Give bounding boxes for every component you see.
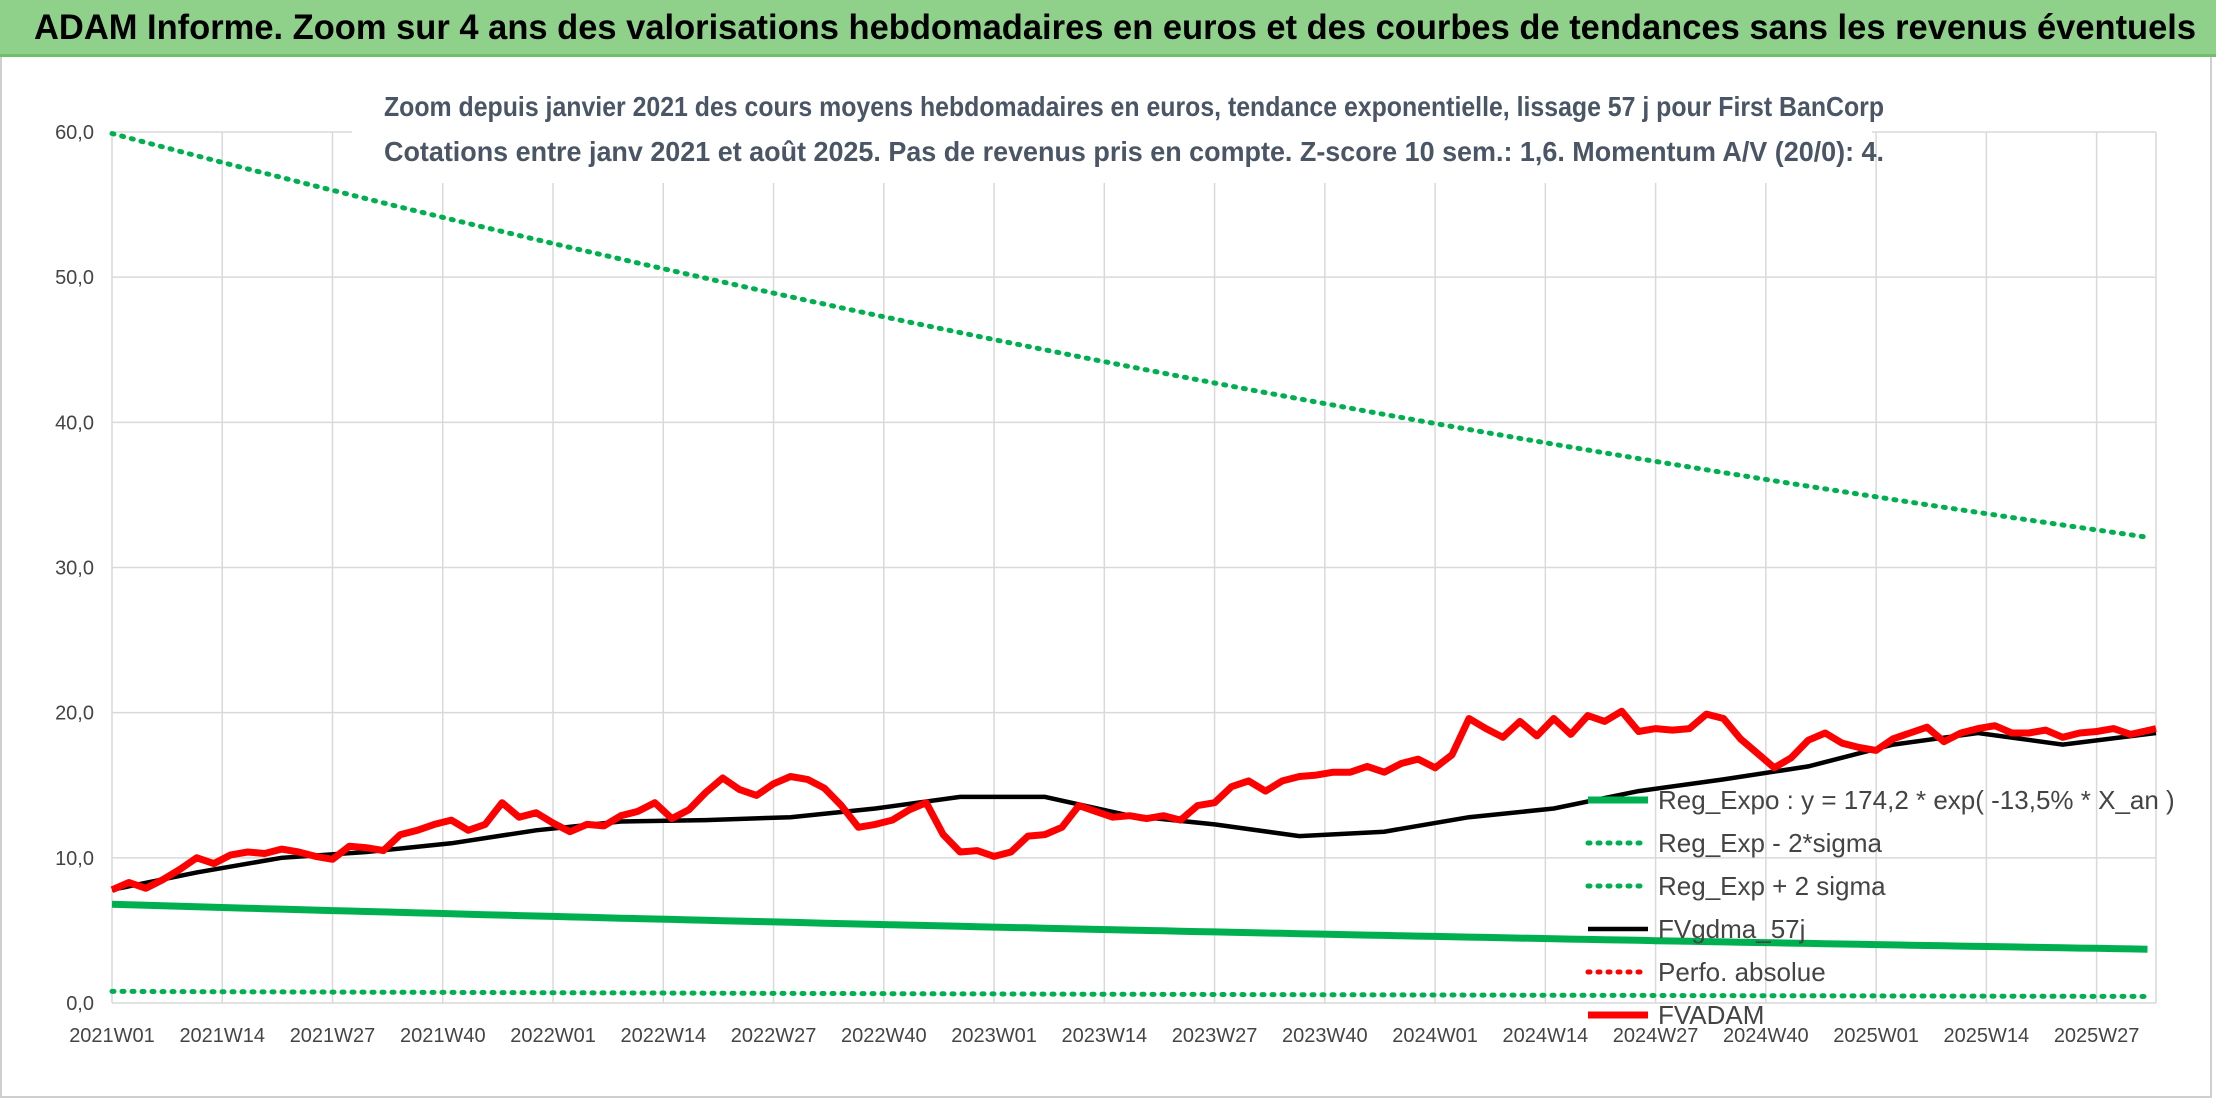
legend-label: FVADAM — [1658, 1000, 1764, 1030]
legend-label: Reg_Exp + 2 sigma — [1658, 871, 1886, 901]
y-tick-label: 50,0 — [55, 267, 94, 289]
y-tick-label: 30,0 — [55, 558, 94, 580]
x-tick-label: 2023W14 — [1062, 1025, 1148, 1047]
x-tick-label: 2024W14 — [1503, 1025, 1589, 1047]
x-tick-label: 2024W01 — [1392, 1025, 1478, 1047]
series-line-reg-exp-2-sigma — [109, 988, 2150, 999]
y-tick-label: 40,0 — [55, 412, 94, 434]
x-tick-label: 2022W40 — [841, 1025, 927, 1047]
x-tick-label: 2025W27 — [2054, 1025, 2140, 1047]
legend-label: Reg_Expo : y = 174,2 * exp( -13,5% * X_a… — [1658, 785, 2175, 815]
x-tick-label: 2024W40 — [1723, 1025, 1809, 1047]
x-tick-label: 2025W01 — [1833, 1025, 1919, 1047]
line-chart: 0,0 10,0 20,0 30,0 40,0 50,0 60,0 2021W01 2021W1… — [55, 83, 2175, 1047]
x-tick-label: 2022W27 — [731, 1025, 817, 1047]
y-tick-label: 20,0 — [55, 703, 94, 725]
x-tick-label: 2023W27 — [1172, 1025, 1258, 1047]
x-tick-label: 2022W01 — [510, 1025, 596, 1047]
x-tick-label: 2021W01 — [69, 1025, 155, 1047]
report-banner: ADAM Informe. Zoom sur 4 ans des valoris… — [0, 0, 2216, 57]
y-tick-label: 60,0 — [55, 122, 94, 144]
legend-label: FVgdma_57j — [1658, 914, 1805, 944]
series-line-reg-exp-2-sigma — [109, 131, 2150, 540]
legend-label: Perfo. absolue — [1658, 957, 1826, 987]
legend-label: Reg_Exp - 2*sigma — [1658, 828, 1883, 858]
x-tick-label: 2021W40 — [400, 1025, 486, 1047]
series-line-reg-expo-y-174-2-exp-13-5-x-an — [111, 900, 2148, 953]
report-title: ADAM Informe. Zoom sur 4 ans des valoris… — [34, 8, 2197, 47]
y-tick-label: 10,0 — [55, 848, 94, 870]
x-tick-label: 2022W14 — [620, 1025, 706, 1047]
y-tick-label: 0,0 — [66, 993, 94, 1015]
x-tick-label: 2024W27 — [1613, 1025, 1699, 1047]
series-line-fvadam — [110, 707, 2157, 894]
x-tick-label: 2021W27 — [290, 1025, 376, 1047]
chart-title: Zoom depuis janvier 2021 des cours moyen… — [384, 91, 1884, 122]
chart-frame: 0,0 10,0 20,0 30,0 40,0 50,0 60,0 2021W01 2021W1… — [0, 57, 2212, 1098]
x-tick-label: 2023W40 — [1282, 1025, 1368, 1047]
chart-subtitle: Cotations entre janv 2021 et août 2025. … — [384, 136, 1884, 167]
x-tick-label: 2025W14 — [1944, 1025, 2030, 1047]
x-tick-label: 2021W14 — [179, 1025, 265, 1047]
x-tick-label: 2023W01 — [951, 1025, 1037, 1047]
title-backdrop — [352, 83, 1872, 183]
